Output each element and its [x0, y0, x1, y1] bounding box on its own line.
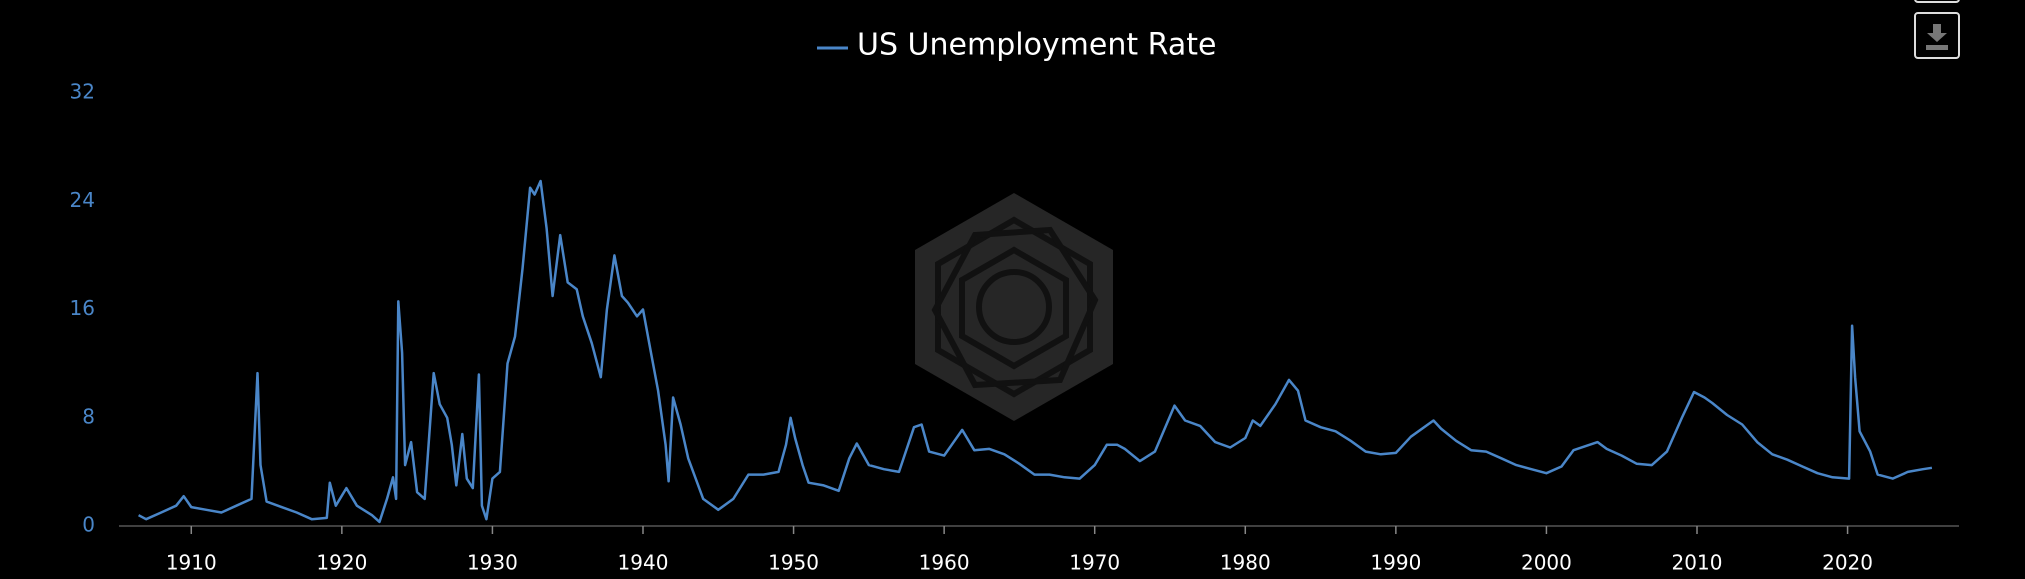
x-tick-label: 1930	[467, 551, 518, 575]
x-tick-label: 2010	[1672, 551, 1723, 575]
x-tick-label: 1920	[316, 551, 367, 575]
button-frame	[1914, 0, 1960, 3]
y-tick-label: 8	[82, 404, 95, 428]
y-tick-label: 32	[70, 80, 95, 104]
x-tick-label: 2020	[1822, 551, 1873, 575]
x-tick-label: 1990	[1370, 551, 1421, 575]
x-tick-label: 1940	[618, 551, 669, 575]
y-tick-label: 24	[70, 188, 95, 212]
x-tick-label: 1960	[919, 551, 970, 575]
download-icon	[1926, 24, 1948, 50]
x-tick-label: 1910	[166, 551, 217, 575]
x-tick-label: 1950	[768, 551, 819, 575]
data-line	[138, 179, 1933, 524]
y-tick-label: 0	[82, 513, 95, 537]
watermark	[915, 193, 1113, 421]
legend-label: US Unemployment Rate	[857, 28, 1216, 63]
x-tick-label: 2000	[1521, 551, 1572, 575]
button-frame	[1914, 12, 1960, 59]
x-tick-label: 1980	[1220, 551, 1271, 575]
y-tick-label: 16	[70, 296, 95, 320]
x-tick-label: 1970	[1069, 551, 1120, 575]
download-button[interactable]	[1914, 0, 1960, 59]
